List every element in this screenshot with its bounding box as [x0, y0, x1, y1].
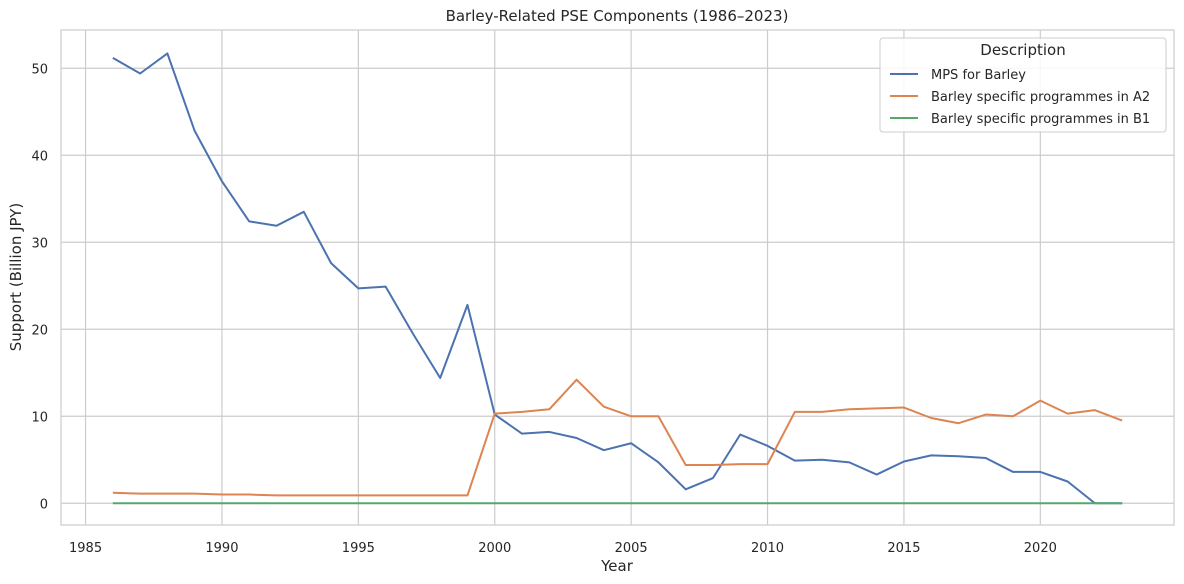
series-line-1: [112, 52, 1123, 505]
y-tick-label: 30: [31, 236, 48, 251]
y-tick-label: 20: [31, 323, 48, 338]
legend: Description MPS for Barley Barley specifi…: [879, 37, 1167, 133]
x-tick-label: 2015: [887, 541, 920, 556]
legend-label: Barley specific programmes in B1: [931, 112, 1150, 127]
x-axis-label: Year: [600, 557, 634, 575]
x-tick-label: 2010: [751, 541, 784, 556]
legend-box: [879, 37, 1167, 133]
x-tick-label: 2000: [478, 541, 511, 556]
legend-items: MPS for Barley Barley specific programmes…: [890, 68, 1150, 127]
y-axis-label: Support (Billion JPY): [7, 203, 25, 351]
legend-label: Barley specific programmes in A2: [931, 90, 1150, 105]
y-tick-label: 10: [31, 410, 48, 425]
x-tick-label: 2005: [615, 541, 648, 556]
y-tick-label: 50: [31, 62, 48, 77]
x-tick-label: 1995: [342, 541, 375, 556]
legend-label: MPS for Barley: [931, 68, 1026, 83]
y-tick-label: 40: [31, 149, 48, 164]
series-line-2: [112, 378, 1123, 497]
legend-title: Description: [980, 41, 1065, 59]
y-tick-label: 0: [40, 497, 48, 512]
x-tick-label: 1985: [69, 541, 102, 556]
series-lines: [112, 52, 1123, 505]
x-tick-label: 1990: [205, 541, 238, 556]
chart-title: Barley-Related PSE Components (1986–2023…: [446, 7, 789, 25]
tick-labels: 1985 1990 1995 2000 2005 2010 2015 2020 0 10 20 30 4…: [31, 62, 1056, 556]
x-tick-label: 2020: [1024, 541, 1057, 556]
